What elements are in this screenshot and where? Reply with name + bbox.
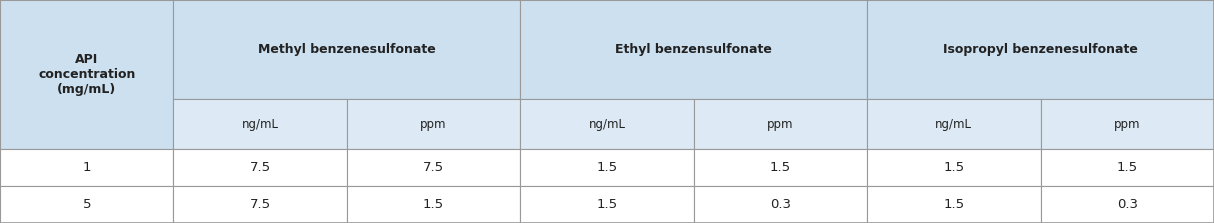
Bar: [867, 99, 1040, 149]
Bar: [174, 149, 347, 186]
Bar: [867, 0, 1214, 99]
Bar: [174, 0, 521, 99]
Bar: [867, 186, 1040, 223]
Text: ppm: ppm: [767, 118, 794, 131]
Text: 0.3: 0.3: [770, 198, 792, 211]
Bar: [693, 149, 867, 186]
Bar: [521, 0, 867, 99]
Text: ppm: ppm: [420, 118, 447, 131]
Text: ppm: ppm: [1114, 118, 1140, 131]
Text: 1.5: 1.5: [1117, 161, 1138, 174]
Text: 7.5: 7.5: [422, 161, 444, 174]
Text: Methyl benzenesulfonate: Methyl benzenesulfonate: [259, 43, 436, 56]
Bar: [347, 149, 521, 186]
Bar: [0, 149, 174, 186]
Text: Ethyl benzensulfonate: Ethyl benzensulfonate: [615, 43, 772, 56]
Bar: [1040, 99, 1214, 149]
Text: 0.3: 0.3: [1117, 198, 1138, 211]
Bar: [1040, 149, 1214, 186]
Text: 1.5: 1.5: [770, 161, 792, 174]
Text: 7.5: 7.5: [250, 198, 271, 211]
Bar: [521, 149, 693, 186]
Bar: [0, 0, 174, 149]
Bar: [521, 186, 693, 223]
Bar: [521, 99, 693, 149]
Bar: [693, 99, 867, 149]
Text: 1.5: 1.5: [943, 198, 964, 211]
Text: 1.5: 1.5: [422, 198, 444, 211]
Text: Isopropyl benzenesulfonate: Isopropyl benzenesulfonate: [943, 43, 1138, 56]
Text: ng/mL: ng/mL: [242, 118, 279, 131]
Text: ng/mL: ng/mL: [935, 118, 972, 131]
Bar: [174, 99, 347, 149]
Text: 1.5: 1.5: [943, 161, 964, 174]
Bar: [693, 186, 867, 223]
Text: 1.5: 1.5: [596, 198, 618, 211]
Text: 1: 1: [83, 161, 91, 174]
Bar: [347, 186, 521, 223]
Text: API
concentration
(mg/mL): API concentration (mg/mL): [38, 53, 136, 96]
Text: 7.5: 7.5: [250, 161, 271, 174]
Text: 5: 5: [83, 198, 91, 211]
Bar: [867, 149, 1040, 186]
Bar: [174, 186, 347, 223]
Bar: [347, 99, 521, 149]
Text: 1.5: 1.5: [596, 161, 618, 174]
Bar: [1040, 186, 1214, 223]
Text: ng/mL: ng/mL: [589, 118, 625, 131]
Bar: [0, 186, 174, 223]
